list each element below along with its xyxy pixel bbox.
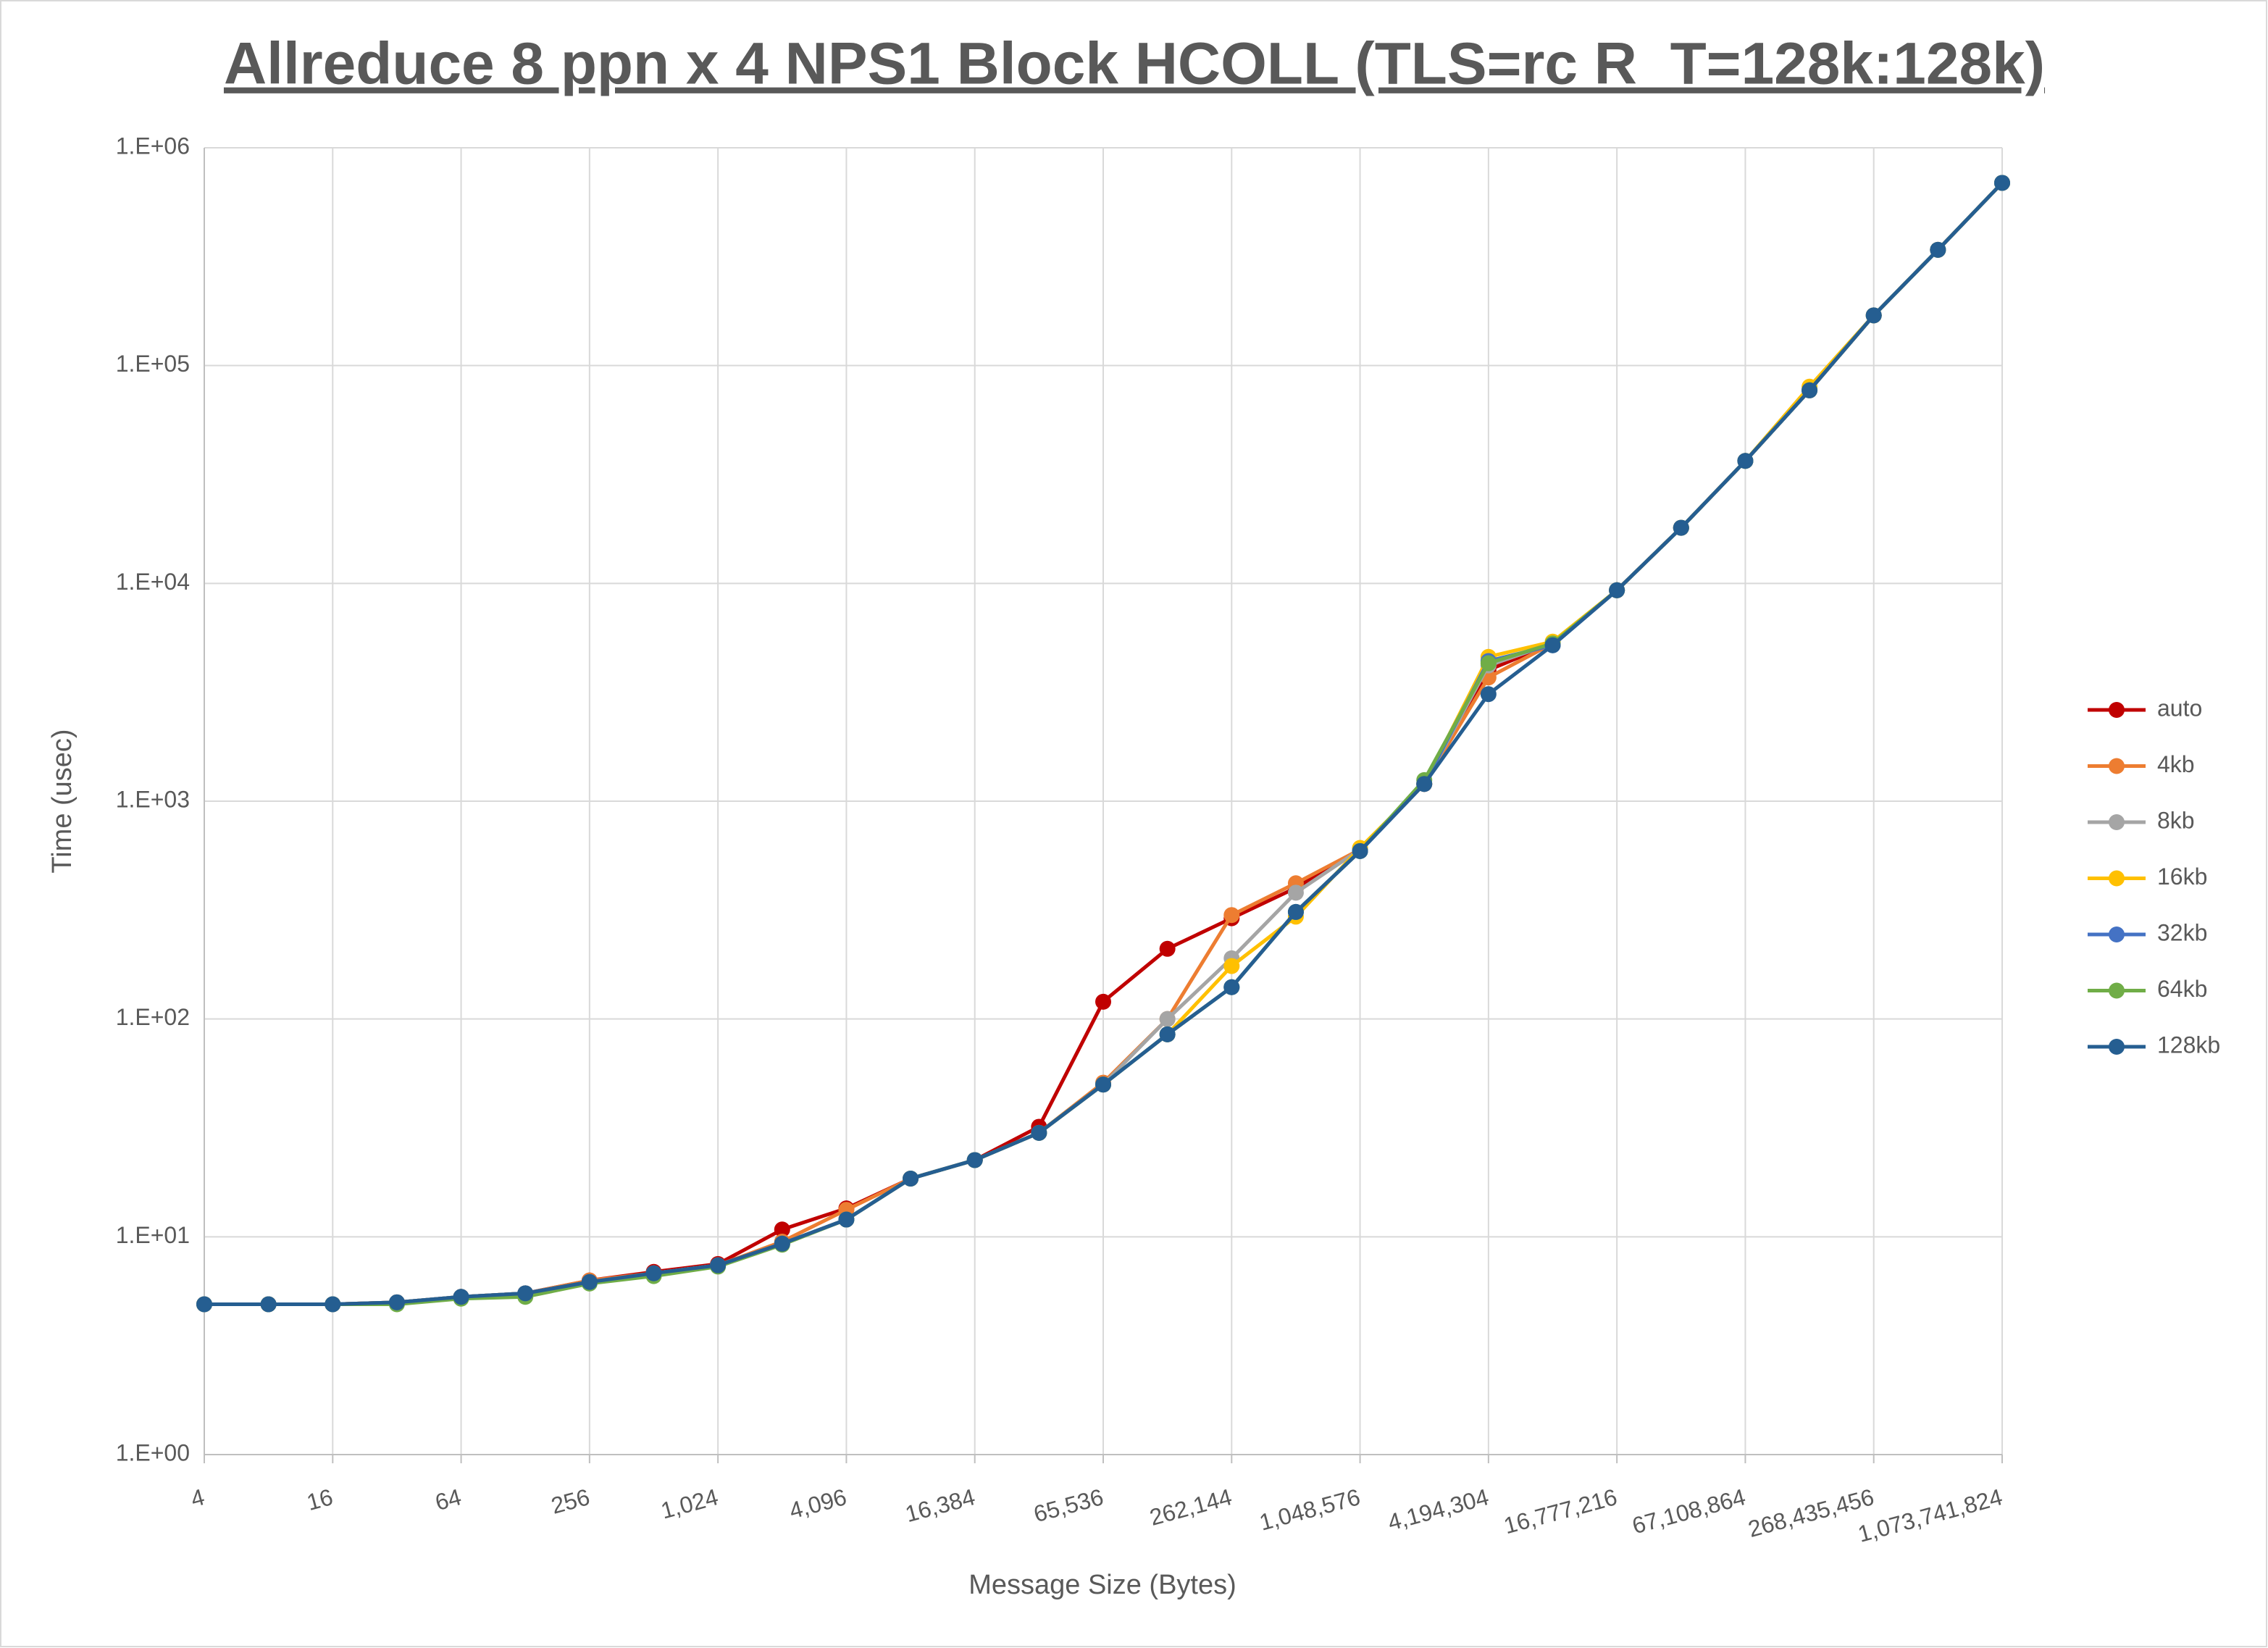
data-point [1737, 453, 1754, 469]
data-point [1352, 842, 1368, 859]
data-point [774, 1235, 790, 1252]
data-point [581, 1273, 598, 1290]
legend-label: auto [2157, 695, 2202, 721]
data-point [1223, 958, 1240, 974]
legend-marker [2109, 1039, 2125, 1055]
legend-marker [2109, 927, 2125, 942]
legend-label: 128kb [2157, 1032, 2220, 1058]
data-point [710, 1257, 727, 1273]
data-point [1673, 519, 1689, 536]
data-point [903, 1171, 919, 1187]
legend-marker [2109, 814, 2125, 830]
data-point [1802, 382, 1818, 398]
data-point [1159, 940, 1176, 957]
data-point [1480, 686, 1497, 703]
data-point [388, 1294, 405, 1310]
legend-label: 32kb [2157, 919, 2207, 945]
y-tick-label: 1.E+00 [116, 1439, 190, 1465]
data-point [1159, 1011, 1176, 1027]
legend-label: 8kb [2157, 807, 2195, 833]
data-point [1416, 776, 1433, 792]
y-axis-title: Time (usec) [47, 729, 78, 873]
y-tick-label: 1.E+01 [116, 1222, 190, 1248]
y-tick-label: 1.E+05 [116, 351, 190, 377]
data-point [517, 1285, 534, 1302]
y-tick-label: 1.E+03 [116, 786, 190, 812]
data-point [1223, 907, 1240, 924]
data-point [1865, 307, 1882, 324]
legend-marker [2109, 870, 2125, 887]
x-axis-title: Message Size (Bytes) [968, 1570, 1236, 1600]
data-point [1223, 979, 1240, 995]
legend-label: 16kb [2157, 863, 2207, 890]
data-point [1930, 241, 1946, 258]
legend-marker [2109, 702, 2125, 718]
chart-title: Allreduce 8 ppn x 4 NPS1 Block HCOLL (TL… [224, 31, 2045, 97]
data-point [1095, 1076, 1111, 1093]
data-point [260, 1296, 277, 1313]
legend-marker [2109, 758, 2125, 774]
data-point [1480, 655, 1497, 672]
legend-label: 64kb [2157, 976, 2207, 1002]
data-point [1994, 175, 2010, 191]
data-point [966, 1152, 983, 1168]
y-tick-label: 1.E+04 [116, 569, 190, 595]
legend-marker [2109, 982, 2125, 999]
data-point [1544, 637, 1561, 653]
data-point [325, 1296, 341, 1313]
data-point [1159, 1026, 1176, 1042]
data-point [1031, 1124, 1047, 1141]
data-point [1609, 582, 1625, 598]
data-point [645, 1265, 662, 1281]
data-point [838, 1211, 855, 1228]
data-point [196, 1296, 212, 1313]
legend-label: 4kb [2157, 751, 2195, 777]
y-tick-label: 1.E+06 [116, 133, 190, 159]
data-point [1095, 993, 1111, 1010]
data-point [1287, 884, 1304, 901]
data-point [1287, 903, 1304, 920]
data-point [774, 1221, 790, 1238]
y-tick-label: 1.E+02 [116, 1004, 190, 1030]
data-point [453, 1289, 469, 1305]
